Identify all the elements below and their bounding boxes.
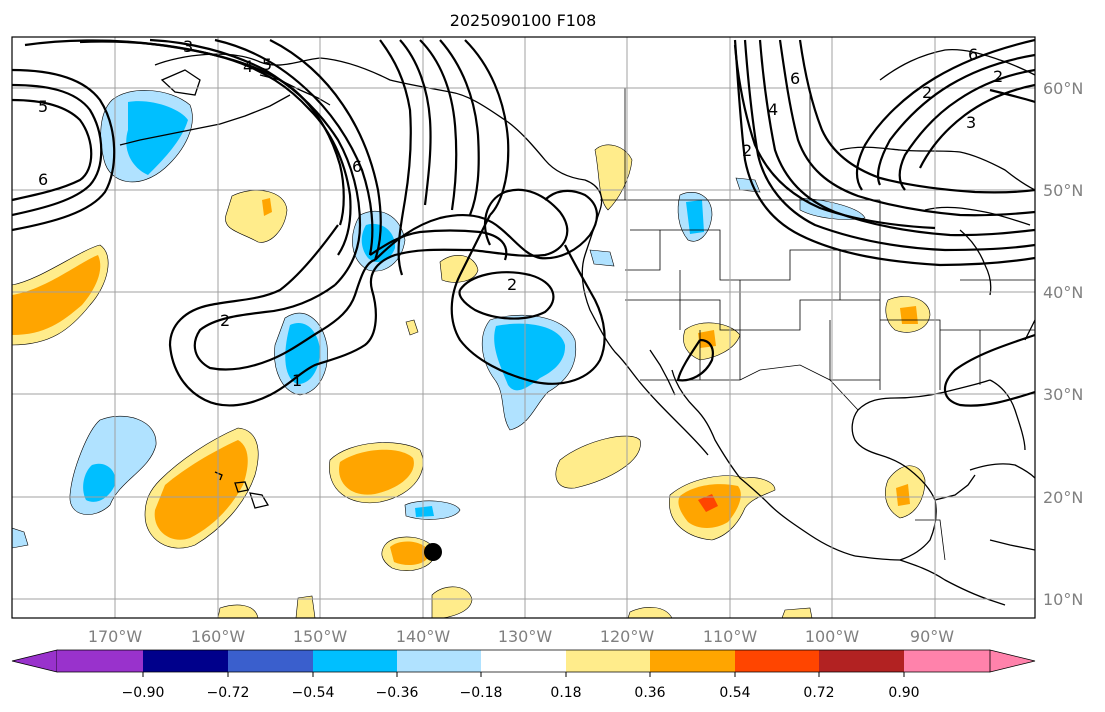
anomaly-region-yellow-9 <box>781 607 813 618</box>
height-contours <box>12 38 1035 407</box>
latitude-labels: 60°N 50°N 40°N 30°N 20°N 10°N <box>1043 79 1083 609</box>
anomaly-region-yellow-1 <box>225 189 288 243</box>
anomaly-region-west-pos <box>12 244 109 346</box>
anomaly-region-yellow-6 <box>217 604 259 618</box>
anomaly-region-yucatan-pos <box>885 465 926 519</box>
anomaly-region-mexico-pos <box>669 475 776 541</box>
lat-label: 20°N <box>1043 488 1083 507</box>
contour-label: 6 <box>968 45 978 64</box>
anomaly-region-southwest-pos <box>683 322 741 361</box>
contour-label: 3 <box>966 113 976 132</box>
anomaly-region-neg-small <box>589 249 615 267</box>
colorbar-swatch <box>57 650 143 672</box>
contour-label: 6 <box>38 170 48 189</box>
lon-label: 140°W <box>396 627 451 646</box>
contour-label: 4 <box>768 100 778 119</box>
lat-label: 10°N <box>1043 590 1083 609</box>
colorbar-swatch <box>904 650 990 672</box>
colorbar: −0.90 −0.72 −0.54 −0.36 −0.18 0.18 0.36 … <box>11 649 1036 701</box>
contour-label: 2 <box>507 275 517 294</box>
lon-label: 120°W <box>600 627 655 646</box>
lat-label: 30°N <box>1043 385 1083 404</box>
lon-label: 130°W <box>498 627 553 646</box>
colorbar-tick-label: −0.18 <box>460 685 503 701</box>
colorbar-swatch <box>735 650 819 672</box>
anomaly-region-orange-dot <box>262 198 272 216</box>
coastlines <box>119 49 1035 606</box>
contour-label: 6 <box>352 157 362 176</box>
anomaly-region-yellow-5 <box>295 595 316 618</box>
contour-label: 2 <box>220 311 230 330</box>
anomaly-region-pacific-nw-pos <box>594 144 633 211</box>
longitude-labels: 170°W 160°W 150°W 140°W 130°W 120°W 110°… <box>88 627 954 646</box>
anomaly-region-california-neg <box>481 314 577 431</box>
anomaly-region-yellow-3 <box>405 319 419 336</box>
lon-label: 90°W <box>910 627 954 646</box>
anomaly-region-neg-left-edge <box>12 527 29 549</box>
anomaly-region-yellow-2 <box>439 255 479 283</box>
colorbar-swatch <box>397 650 481 672</box>
anomaly-region-yellow-4 <box>431 586 473 618</box>
colorbar-swatch <box>819 650 904 672</box>
contour-labels: 5 6 3 4 5 6 2 1 2 6 4 2 2 3 6 2 <box>38 37 1003 390</box>
colorbar-tick-label: 0.18 <box>550 685 581 701</box>
lon-label: 110°W <box>703 627 758 646</box>
lat-label: 50°N <box>1043 181 1083 200</box>
colorbar-tick-label: 0.36 <box>634 685 665 701</box>
lon-label: 170°W <box>88 627 143 646</box>
colorbar-tick-label: −0.54 <box>292 685 335 701</box>
lat-label: 60°N <box>1043 79 1083 98</box>
colorbar-tick-label: −0.72 <box>207 685 250 701</box>
colorbar-extend-high <box>989 649 1036 673</box>
colorbar-ticks <box>142 672 905 677</box>
colorbar-swatch <box>228 650 313 672</box>
contour-label: 1 <box>292 371 302 390</box>
colorbar-swatch <box>566 650 650 672</box>
colorbar-swatch <box>143 650 228 672</box>
colorbar-swatch <box>481 650 566 672</box>
colorbar-tick-label: 0.90 <box>888 685 919 701</box>
anomaly-region-idaho-neg <box>677 192 713 242</box>
contour-label: 4 <box>243 57 253 76</box>
storm-position-dot <box>424 543 442 561</box>
contour-label: 2 <box>742 141 752 160</box>
anomaly-region-yellow-8 <box>627 607 673 618</box>
contour-label: 2 <box>922 83 932 102</box>
lat-label: 40°N <box>1043 283 1083 302</box>
anomaly-region-hawaii-pos <box>144 427 259 549</box>
anomaly-region-gulf-alaska-neg <box>100 90 193 183</box>
contour-label: 2 <box>993 67 1003 86</box>
colorbar-swatch <box>650 650 735 672</box>
lon-label: 150°W <box>293 627 348 646</box>
colorbar-tick-label: −0.90 <box>122 685 165 701</box>
gridlines <box>12 37 1035 618</box>
colorbar-tick-label: 0.72 <box>803 685 834 701</box>
colorbar-extend-low <box>11 649 58 673</box>
colorbar-tick-label: −0.36 <box>376 685 419 701</box>
map-panel: 5 6 3 4 5 6 2 1 2 6 4 2 2 3 6 2 <box>11 36 1036 619</box>
anomaly-region-midwest-pos <box>885 296 931 333</box>
contour-label: 3 <box>183 37 193 56</box>
figure-title: 2025090100 F108 <box>450 11 597 30</box>
contour-label: 5 <box>38 97 48 116</box>
lon-label: 100°W <box>805 627 860 646</box>
anomaly-region-140w-neg <box>404 500 461 520</box>
anomaly-region-145w-pos <box>329 442 424 504</box>
colorbar-tick-label: 0.54 <box>719 685 750 701</box>
anomaly-region-dot-pos <box>381 536 437 572</box>
anomaly-region-hawaii-neg <box>69 415 157 515</box>
colorbar-swatch <box>313 650 397 672</box>
anomaly-region-yellow-7 <box>555 435 641 489</box>
lon-label: 160°W <box>191 627 246 646</box>
contour-label: 6 <box>790 69 800 88</box>
political-borders <box>600 87 1035 561</box>
contour-label: 5 <box>262 55 272 74</box>
